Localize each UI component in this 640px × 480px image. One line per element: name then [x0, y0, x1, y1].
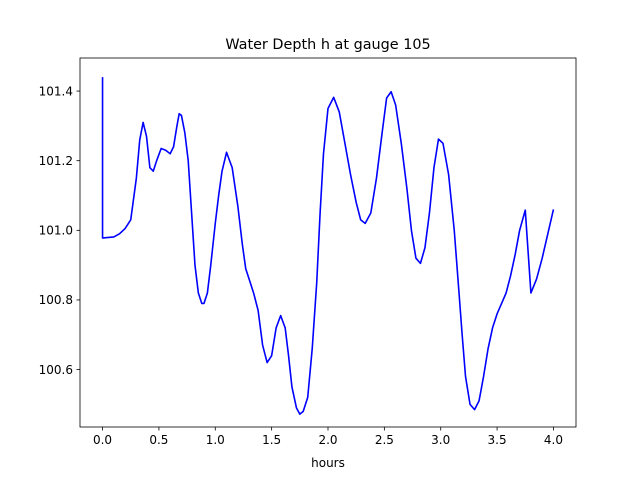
x-axis: 0.0 0.5 1.0 1.5 2.0 2.5 3.0 3.5 4.0	[93, 427, 563, 447]
series-line-0	[101, 77, 555, 415]
x-tick-label: 1.5	[262, 433, 281, 447]
y-axis: 100.6 100.8 101.0 101.2 101.4	[39, 84, 80, 377]
x-tick-label: 1.0	[206, 433, 225, 447]
y-tick-label: 101.0	[39, 224, 73, 238]
chart-title: Water Depth h at gauge 105	[225, 37, 430, 53]
y-tick-label: 100.8	[39, 293, 73, 307]
y-tick-label: 101.2	[39, 154, 73, 168]
x-tick-label: 4.0	[544, 433, 563, 447]
y-tick-label: 100.6	[39, 363, 73, 377]
x-tick-label: 2.5	[375, 433, 394, 447]
x-tick-label: 3.0	[431, 433, 450, 447]
y-tick-label: 101.4	[39, 84, 73, 98]
x-tick-label: 2.0	[318, 433, 337, 447]
x-tick-label: 3.5	[488, 433, 507, 447]
x-axis-label: hours	[311, 456, 345, 470]
x-tick-label: 0.0	[93, 433, 112, 447]
x-tick-label: 0.5	[149, 433, 168, 447]
